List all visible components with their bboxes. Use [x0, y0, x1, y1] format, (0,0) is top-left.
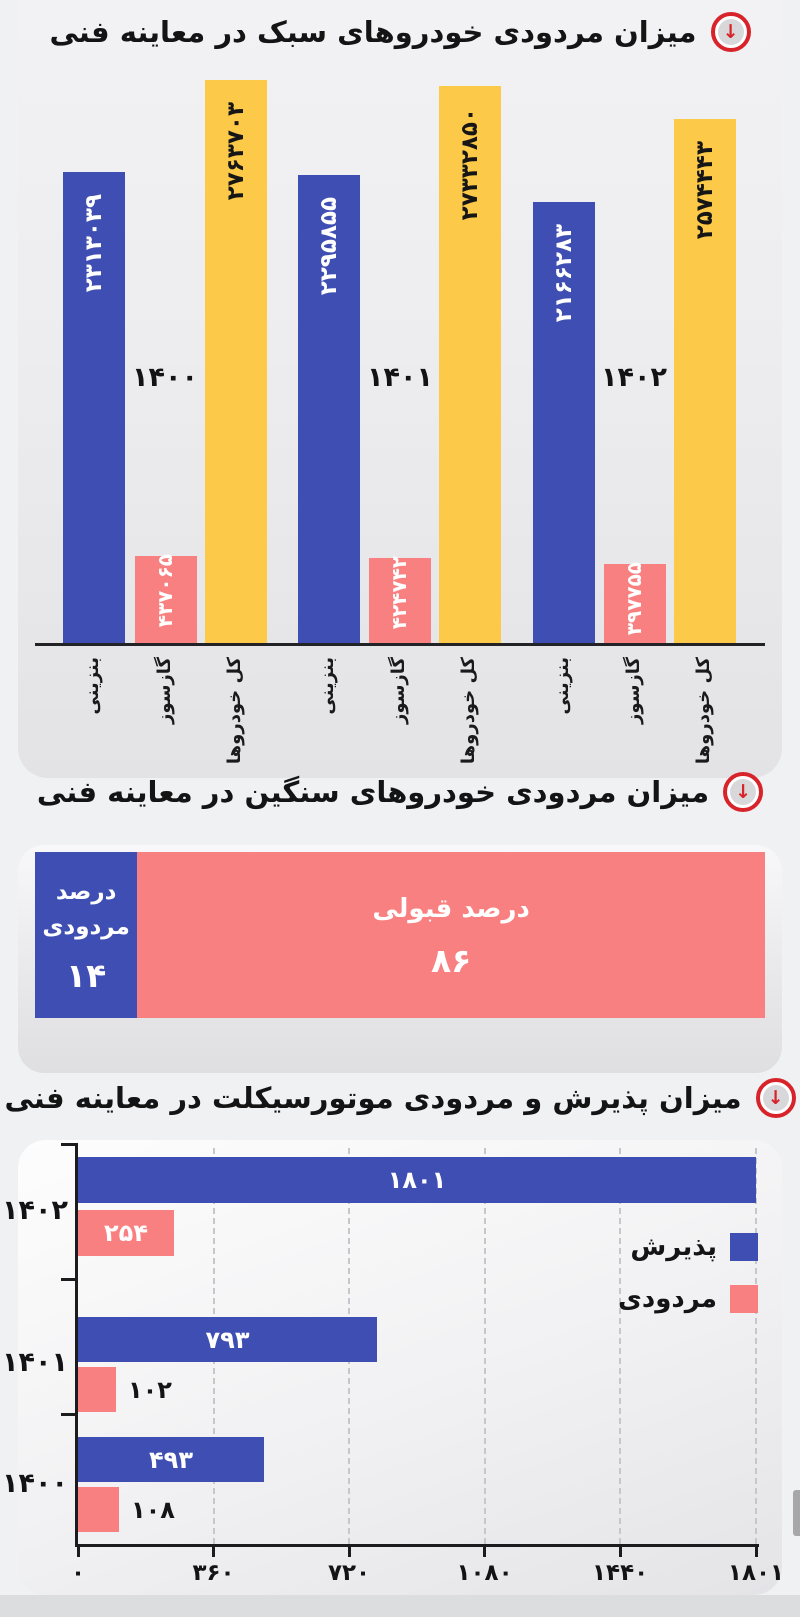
down-arrow-glyph: ↓ [762, 1085, 789, 1111]
bar-value-label: ۲۲۹۵۸۵۵ [316, 197, 342, 296]
y-axis-line [75, 1143, 78, 1547]
light-vehicles-plot: ۲۳۱۳۰۳۹ بنزینی ۴۳۷۰۶۵ گازسوز ۲۷۶۳۷۰۳ کل … [0, 0, 800, 775]
legend-label: مردودی [618, 1284, 717, 1314]
x-tick-label: ۱۴۴۰ [592, 1560, 649, 1586]
edge-artifact [793, 1490, 800, 1536]
light-vehicles-title-row: ↓ میزان مردودی خودروهای سبک در معاینه فن… [0, 12, 800, 52]
bar-1402-total: ۲۵۷۴۴۴۳ کل خودروها [674, 119, 736, 764]
heavy-vehicles-title-row: ↓ میزان مردودی خودروهای سنگین در معاینه … [0, 772, 800, 812]
bar-value-label: ۴۲۴۷۴۲ [387, 556, 411, 630]
light-vehicles-panel [18, 0, 782, 778]
bar-value-label: ۳۹۷۷۵۵ [622, 562, 646, 636]
bar-category-label: بنزینی [317, 657, 338, 715]
bar-1402-benzini: ۲۱۶۶۲۸۳ بنزینی [533, 202, 595, 715]
x-axis-line [35, 643, 765, 646]
x-tick-label: ۷۲۰ [327, 1560, 371, 1586]
bar-1402-gazsuz: ۳۹۷۷۵۵ گازسوز [604, 562, 666, 724]
down-arrow-icon: ↓ [755, 1078, 796, 1118]
fail-label-line2: مردودی [42, 913, 130, 940]
pass-value: ۸۶ [430, 941, 472, 980]
x-axis-line [75, 1544, 759, 1547]
bar-1400-accept: ۴۹۳ [78, 1437, 264, 1482]
bar-1401-benzini: ۲۲۹۵۸۵۵ بنزینی [298, 175, 360, 715]
heavy-stacked-bar: درصد مردودی ۱۴ درصد قبولی ۸۶ [35, 852, 765, 1018]
x-tick-label: ۱۸۰۱ [727, 1560, 785, 1586]
fail-label-line1: درصد [55, 879, 117, 905]
bar-value-label: ۲۷۳۳۲۸۵۰ [457, 108, 483, 221]
bar-value-label: ۲۵۴ [104, 1219, 148, 1247]
bar-value-label: ۲۱۶۶۲۸۳ [551, 224, 577, 323]
x-axis-tick [618, 1547, 622, 1557]
bar-value-label: ۲۷۶۳۷۰۳ [223, 102, 249, 201]
bar-value-label: ۱۸۰۱ [387, 1166, 447, 1194]
y-axis-tick [61, 1278, 78, 1281]
light-vehicles-title: میزان مردودی خودروهای سبک در معاینه فنی [49, 15, 697, 49]
bar-1402-reject: ۲۵۴ [78, 1210, 174, 1256]
legend-item-reject: مردودی [618, 1278, 758, 1320]
x-tick-label: ۰ [70, 1560, 86, 1586]
x-axis-tick [76, 1547, 80, 1557]
year-label-1402: ۱۴۰۲ [2, 1195, 68, 1226]
bar-category-label: گازسوز [388, 657, 409, 724]
y-axis-tick [61, 1143, 78, 1146]
bar-category-label: کل خودروها [693, 657, 714, 765]
motorcycle-title-row: ↓ میزان پذیرش و مردودی موتورسیکلت در معا… [0, 1078, 800, 1118]
legend-item-accept: پذیرش [618, 1226, 758, 1268]
bar-1401-reject: ۱۰۲ [78, 1367, 169, 1412]
bar-1400-benzini: ۲۳۱۳۰۳۹ بنزینی [63, 172, 125, 715]
bottom-strip [0, 1595, 800, 1617]
bar-1400-reject: ۱۰۸ [78, 1487, 172, 1532]
gridline [619, 1148, 622, 1544]
down-arrow-glyph: ↓ [717, 19, 744, 45]
bar-category-label: گازسوز [623, 657, 644, 724]
bar-value-label: ۴۹۳ [149, 1445, 193, 1474]
year-label-1401: ۱۴۰۱ [2, 1347, 68, 1378]
bar-1401-total: ۲۷۳۳۲۸۵۰ کل خودروها [439, 86, 501, 764]
bar-value-label: ۱۰۸ [131, 1495, 175, 1524]
bar-1401-gazsuz: ۴۲۴۷۴۲ گازسوز [369, 556, 431, 724]
moto-plot: ۱۸۰۱ ۲۵۴ ۷۹۳ ۱۰۲ ۴۹۳ ۱۰۸ ۱۴۰۲ ۱۴۰۱ ۱۴۰۰ … [0, 1140, 800, 1600]
pass-segment: درصد قبولی ۸۶ [137, 852, 765, 1018]
bar-1402-accept: ۱۸۰۱ [78, 1157, 756, 1203]
x-axis-tick [347, 1547, 351, 1557]
bar-category-label: بنزینی [552, 657, 573, 715]
bar-1400-gazsuz: ۴۳۷۰۶۵ گازسوز [135, 554, 197, 724]
bar-value-label: ۲۵۷۴۴۴۳ [692, 141, 718, 240]
bar-1401-accept: ۷۹۳ [78, 1317, 377, 1362]
bar-value-label: ۷۹۳ [205, 1325, 250, 1354]
gridline [483, 1148, 486, 1544]
bar-value-label: ۲۳۱۳۰۳۹ [81, 194, 107, 293]
accept-swatch [730, 1233, 758, 1261]
fail-segment: درصد مردودی ۱۴ [35, 852, 138, 1018]
legend: پذیرش مردودی [618, 1226, 758, 1320]
year-label-1400: ۱۴۰۰ [2, 1468, 68, 1499]
x-axis-tick [483, 1547, 487, 1557]
down-arrow-icon: ↓ [710, 12, 751, 52]
x-tick-label: ۳۶۰ [192, 1560, 235, 1586]
heavy-vehicles-title: میزان مردودی خودروهای سنگین در معاینه فن… [36, 775, 710, 809]
bar-category-label: گازسوز [154, 657, 175, 724]
bar-category-label: کل خودروها [224, 657, 245, 765]
motorcycle-title: میزان پذیرش و مردودی موتورسیکلت در معاین… [4, 1081, 742, 1115]
bar-value-label: ۱۰۲ [128, 1375, 172, 1404]
gridline [755, 1148, 757, 1544]
year-label-1402: ۱۴۰۲ [601, 362, 667, 393]
bar-1400-total: ۲۷۶۳۷۰۳ کل خودروها [205, 80, 267, 764]
fail-value: ۱۴ [65, 956, 107, 995]
legend-label: پذیرش [630, 1232, 717, 1262]
pass-label: درصد قبولی [372, 894, 530, 924]
down-arrow-icon: ↓ [723, 772, 764, 812]
x-tick-label: ۱۰۸۰ [456, 1560, 513, 1586]
x-axis-tick [212, 1547, 216, 1557]
y-axis-tick [61, 1413, 78, 1416]
bar-value-label: ۴۳۷۰۶۵ [153, 554, 177, 628]
down-arrow-glyph: ↓ [730, 779, 757, 805]
bar-category-label: بنزینی [82, 657, 103, 715]
year-label-1400: ۱۴۰۰ [132, 362, 198, 393]
year-label-1401: ۱۴۰۱ [367, 362, 433, 393]
x-axis-tick [754, 1547, 758, 1557]
bar-category-label: کل خودروها [458, 657, 479, 765]
reject-swatch [730, 1285, 758, 1313]
